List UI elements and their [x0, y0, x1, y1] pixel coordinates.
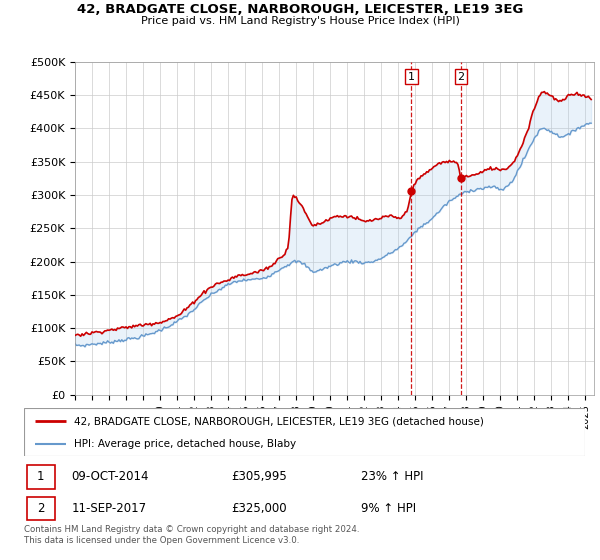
Bar	[27, 497, 55, 520]
Text: Price paid vs. HM Land Registry's House Price Index (HPI): Price paid vs. HM Land Registry's House …	[140, 16, 460, 26]
Text: 23% ↑ HPI: 23% ↑ HPI	[361, 470, 423, 483]
Text: Contains HM Land Registry data © Crown copyright and database right 2024.
This d: Contains HM Land Registry data © Crown c…	[24, 525, 359, 545]
Bar	[27, 465, 55, 489]
Text: 2: 2	[458, 72, 464, 82]
Text: 2: 2	[37, 502, 44, 515]
Text: 42, BRADGATE CLOSE, NARBOROUGH, LEICESTER, LE19 3EG (detached house): 42, BRADGATE CLOSE, NARBOROUGH, LEICESTE…	[74, 416, 484, 426]
Text: £305,995: £305,995	[232, 470, 287, 483]
Text: HPI: Average price, detached house, Blaby: HPI: Average price, detached house, Blab…	[74, 439, 296, 449]
Text: 42, BRADGATE CLOSE, NARBOROUGH, LEICESTER, LE19 3EG: 42, BRADGATE CLOSE, NARBOROUGH, LEICESTE…	[77, 3, 523, 16]
Text: 11-SEP-2017: 11-SEP-2017	[71, 502, 147, 515]
Text: 09-OCT-2014: 09-OCT-2014	[71, 470, 149, 483]
Text: £325,000: £325,000	[232, 502, 287, 515]
Text: 1: 1	[408, 72, 415, 82]
Text: 1: 1	[37, 470, 44, 483]
Text: 9% ↑ HPI: 9% ↑ HPI	[361, 502, 416, 515]
